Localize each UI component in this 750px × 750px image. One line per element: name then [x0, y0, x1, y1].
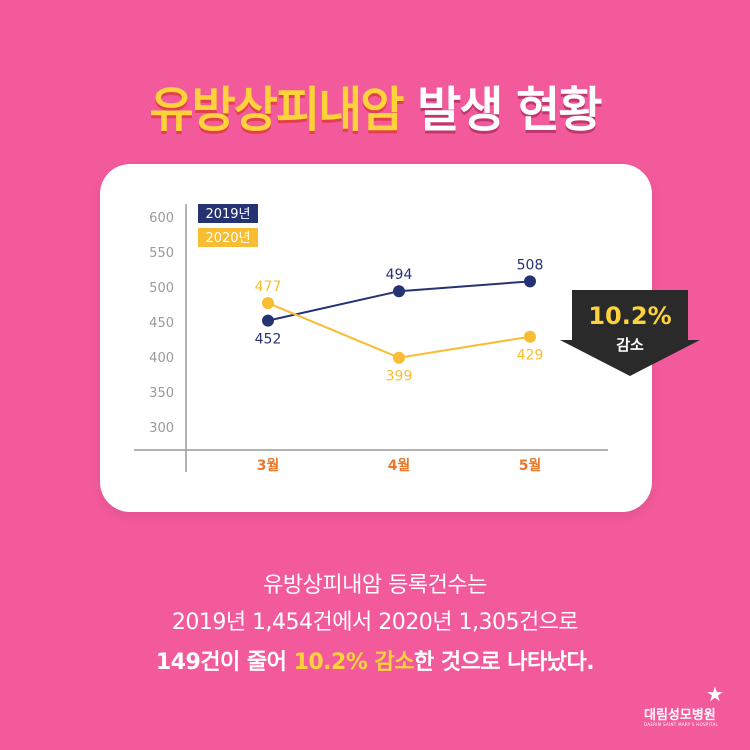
y-tick-label: 350	[149, 386, 174, 401]
logo-name: 대림성모병원	[644, 708, 716, 723]
down-arrow-icon	[560, 290, 700, 376]
data-label: 452	[255, 332, 282, 348]
x-tick-label: 5월	[519, 457, 542, 474]
data-label: 494	[386, 267, 413, 283]
caption-line-3-part-a: 149건이 줄어	[155, 650, 294, 675]
y-tick-label: 500	[149, 281, 174, 296]
data-label: 429	[517, 348, 544, 364]
x-tick-label: 4월	[388, 457, 411, 474]
x-tick-label: 3월	[257, 457, 280, 474]
data-point	[524, 275, 536, 288]
data-label: 399	[386, 369, 413, 385]
data-point	[524, 330, 536, 343]
data-point	[393, 351, 405, 364]
title-rest: 발생 현황	[417, 82, 602, 138]
y-tick-label: 550	[149, 246, 174, 261]
page-title: 유방상피내암 발생 현황	[0, 70, 750, 140]
decrease-badge: 10.2% 감소	[560, 290, 700, 376]
hospital-logo: ★ 대림성모병원 DAERIM SAINT MARY'S HOSPITAL	[644, 682, 744, 736]
caption-line-1: 유방상피내암 등록건수는	[263, 573, 487, 598]
data-point	[262, 314, 274, 327]
decrease-percent: 10.2%	[588, 302, 672, 330]
legend-swatch	[198, 204, 258, 223]
chart-card	[100, 164, 652, 512]
decrease-label: 감소	[616, 336, 644, 354]
data-point	[393, 285, 405, 298]
y-tick-label: 450	[149, 316, 174, 331]
data-label: 477	[255, 279, 282, 295]
legend-label: 2019년	[205, 207, 250, 222]
legend-swatch	[198, 228, 258, 247]
star-icon: ★	[706, 682, 724, 706]
caption-line-3: 149건이 줄어 10.2% 감소한 것으로 나타났다.	[0, 644, 750, 676]
y-tick-label: 300	[149, 421, 174, 436]
logo-subtitle: DAERIM SAINT MARY'S HOSPITAL	[644, 722, 719, 727]
line-chart: 600 550 500 450 400 350 300 3월 4월 5월 2019년 2020년 452…	[134, 204, 608, 474]
data-label: 508	[517, 257, 544, 273]
caption-highlight: 10.2% 감소	[293, 650, 415, 675]
y-tick-label: 400	[149, 351, 174, 366]
legend-label: 2020년	[205, 231, 250, 246]
caption-line-2: 2019년 1,454건에서 2020년 1,305건으로	[171, 610, 579, 635]
title-highlight: 유방상피내암	[149, 82, 404, 138]
caption-line-3-part-c: 한 것으로 나타났다.	[414, 650, 595, 675]
y-tick-label: 600	[149, 211, 174, 226]
data-point	[262, 297, 274, 310]
